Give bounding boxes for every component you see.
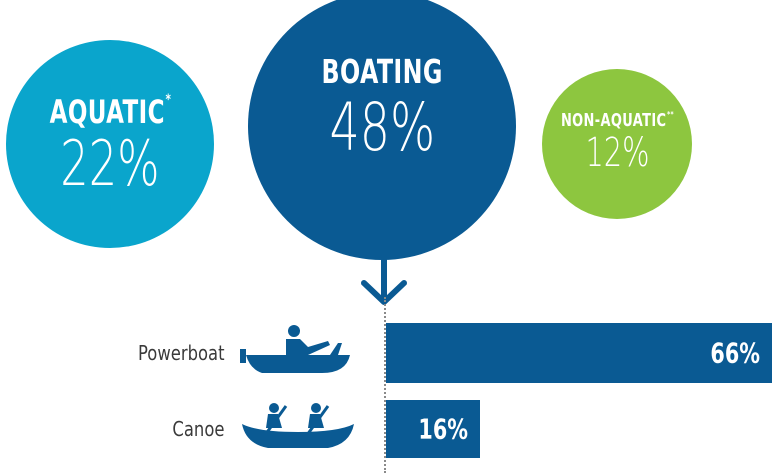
canoe-label: Canoe <box>171 417 224 441</box>
aquatic-title: AQUATIC* <box>49 91 171 131</box>
canoe-icon <box>238 402 358 456</box>
boating-title: BOATING <box>321 51 443 91</box>
bar-row-powerboat: Powerboat 66% <box>0 323 772 383</box>
canoe-value-label: 16% <box>417 412 468 446</box>
non-aquatic-footnote-marker: ** <box>666 108 674 119</box>
bar-powerboat: 66% <box>386 323 772 383</box>
powerboat-value-label: 66% <box>710 336 760 370</box>
bar-row-canoe: Canoe 16% <box>0 400 772 458</box>
non-aquatic-circle: NON-AQUATIC** 12% <box>542 69 692 219</box>
non-aquatic-value: 12% <box>584 129 650 176</box>
boating-value: 48% <box>329 88 435 166</box>
baseline-divider <box>384 297 386 473</box>
aquatic-footnote-marker: * <box>165 91 171 108</box>
aquatic-value: 22% <box>60 127 160 200</box>
powerboat-icon <box>238 325 358 381</box>
non-aquatic-title: NON-AQUATIC** <box>560 108 674 131</box>
bar-canoe: 16% <box>386 400 480 458</box>
powerboat-label: Powerboat <box>137 341 224 365</box>
boating-circle: BOATING 48% <box>248 0 516 260</box>
aquatic-circle: AQUATIC* 22% <box>6 40 214 248</box>
